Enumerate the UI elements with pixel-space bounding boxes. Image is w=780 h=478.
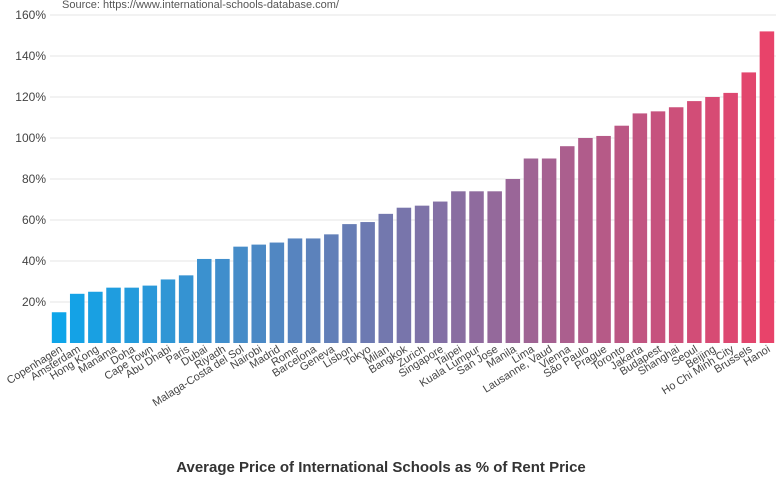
- y-axis: 20% 40% 60% 80% 100% 120% 140% 160%: [15, 8, 46, 309]
- y-tick-label: 100%: [15, 131, 46, 145]
- y-tick-label: 80%: [22, 172, 46, 186]
- source-label: Source: https://www.international-school…: [62, 0, 340, 11]
- grid-lines: [50, 14, 776, 303]
- bar: [451, 191, 466, 343]
- bar: [487, 191, 502, 343]
- bar: [251, 244, 266, 343]
- bar: [614, 125, 629, 343]
- bar: [705, 97, 720, 343]
- bar: [124, 287, 139, 343]
- bar: [178, 275, 194, 343]
- bar: [650, 111, 666, 343]
- bar: [578, 138, 593, 343]
- bar: [396, 207, 412, 343]
- bar: [233, 246, 248, 343]
- bar: [668, 107, 684, 343]
- bar: [596, 135, 611, 343]
- y-tick-label: 60%: [22, 213, 46, 227]
- bar: [197, 258, 212, 343]
- bar: [142, 285, 158, 343]
- bar: [106, 287, 121, 343]
- bar: [741, 72, 757, 344]
- bar: [287, 238, 303, 343]
- bar: [414, 205, 430, 343]
- y-tick-label: 160%: [15, 8, 46, 22]
- bar: [505, 179, 521, 343]
- chart-title: Average Price of International Schools a…: [176, 459, 586, 476]
- bar: [160, 279, 176, 343]
- bar: [215, 258, 230, 343]
- bar: [360, 222, 375, 343]
- bar: [469, 191, 484, 343]
- bar: [523, 158, 539, 343]
- bar: [723, 92, 738, 344]
- y-tick-label: 20%: [22, 295, 46, 309]
- bar: [759, 31, 775, 344]
- bar: [51, 312, 67, 343]
- bar: [69, 293, 85, 343]
- y-tick-label: 40%: [22, 254, 46, 268]
- bar: [88, 291, 103, 343]
- bars: [51, 31, 775, 344]
- y-tick-label: 120%: [15, 90, 46, 104]
- bar: [541, 158, 557, 343]
- bar: [632, 113, 648, 344]
- bar: [687, 101, 702, 343]
- bar: [324, 234, 339, 343]
- y-tick-label: 140%: [15, 49, 46, 63]
- bar: [305, 238, 321, 343]
- bar: [378, 213, 394, 343]
- bar: [560, 146, 575, 343]
- bar: [342, 224, 357, 343]
- bar: [432, 201, 448, 343]
- bar: [269, 242, 285, 343]
